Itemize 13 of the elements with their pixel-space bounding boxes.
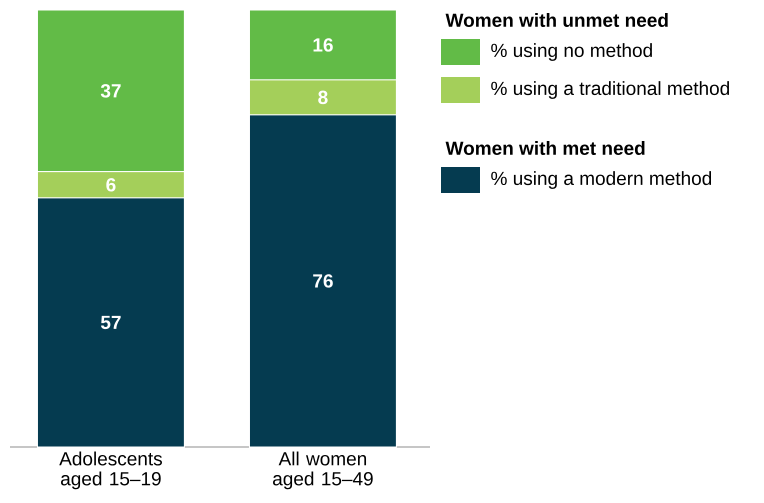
data-label: 6 [106, 178, 116, 192]
data-label: 76 [313, 274, 333, 288]
text: % using a modern method [491, 171, 712, 189]
data-label: 16 [314, 38, 333, 52]
text: Women with met need [446, 141, 644, 155]
x-tick-label: Adolescents aged 15–19 [59, 452, 162, 490]
data-label: 8 [318, 90, 328, 104]
legend-label: % using a traditional method [491, 81, 729, 99]
data-label: 37 [100, 84, 121, 98]
x-tick-label: All women aged 15–49 [273, 452, 373, 490]
text: Women with unmet need [446, 13, 668, 27]
legend-label: % using no method [491, 43, 652, 61]
data-label: 57 [100, 316, 121, 330]
